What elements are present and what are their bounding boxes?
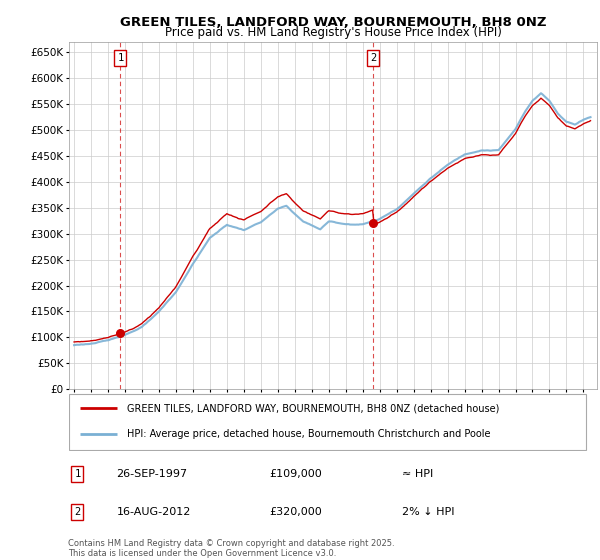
Text: Price paid vs. HM Land Registry's House Price Index (HPI): Price paid vs. HM Land Registry's House … <box>164 26 502 39</box>
Text: HPI: Average price, detached house, Bournemouth Christchurch and Poole: HPI: Average price, detached house, Bour… <box>127 430 491 440</box>
Text: ≈ HPI: ≈ HPI <box>401 469 433 479</box>
Text: 16-AUG-2012: 16-AUG-2012 <box>116 507 191 517</box>
Text: £320,000: £320,000 <box>269 507 322 517</box>
Text: 2% ↓ HPI: 2% ↓ HPI <box>401 507 454 517</box>
Text: 1: 1 <box>118 53 124 63</box>
Text: 2: 2 <box>370 53 376 63</box>
Text: £109,000: £109,000 <box>269 469 322 479</box>
Text: 2: 2 <box>74 507 80 517</box>
FancyBboxPatch shape <box>69 394 586 450</box>
Text: Contains HM Land Registry data © Crown copyright and database right 2025.
This d: Contains HM Land Registry data © Crown c… <box>68 539 394 558</box>
Text: GREEN TILES, LANDFORD WAY, BOURNEMOUTH, BH8 0NZ: GREEN TILES, LANDFORD WAY, BOURNEMOUTH, … <box>120 16 546 29</box>
Text: GREEN TILES, LANDFORD WAY, BOURNEMOUTH, BH8 0NZ (detached house): GREEN TILES, LANDFORD WAY, BOURNEMOUTH, … <box>127 403 499 413</box>
Text: 26-SEP-1997: 26-SEP-1997 <box>116 469 188 479</box>
Text: 1: 1 <box>74 469 80 479</box>
